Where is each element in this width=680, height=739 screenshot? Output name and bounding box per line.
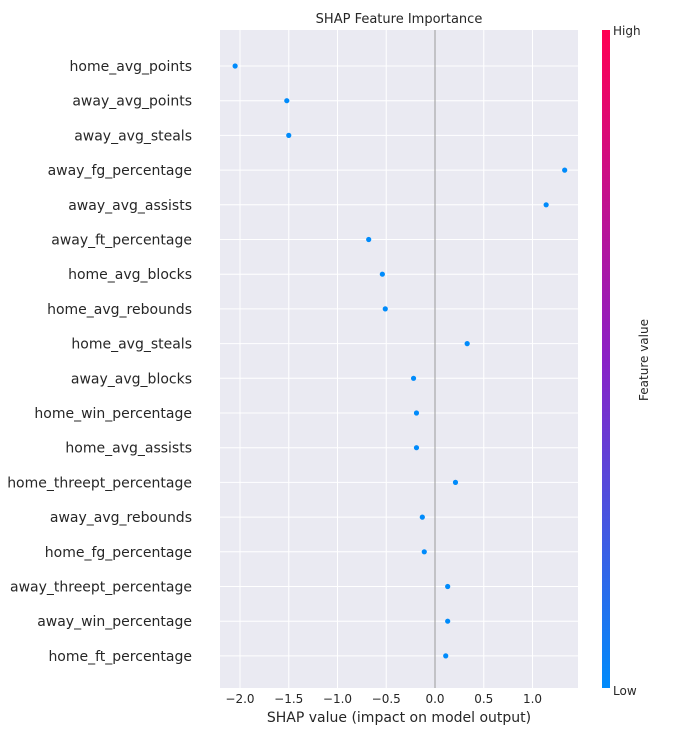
shap-point (366, 236, 372, 243)
feature-label: away_avg_assists (68, 198, 192, 214)
feature-label: away_threept_percentage (10, 580, 192, 596)
feature-label: home_avg_assists (65, 441, 192, 457)
shap-point (543, 202, 549, 208)
feature-label: away_fg_percentage (48, 163, 192, 179)
x-axis-title: SHAP value (impact on model output) (267, 710, 531, 726)
plot-area (220, 30, 578, 688)
shap-point (445, 583, 451, 590)
feature-label: home_avg_steals (71, 337, 192, 353)
feature-label: home_avg_rebounds (47, 302, 192, 318)
shap-point (284, 98, 290, 104)
feature-label: away_avg_rebounds (50, 510, 192, 526)
feature-label: home_avg_points (70, 59, 192, 75)
feature-label: away_avg_points (72, 94, 192, 110)
shap-point (410, 375, 417, 381)
feature-label: home_avg_blocks (68, 267, 192, 283)
shap-point (421, 549, 427, 555)
shap-point (413, 410, 420, 416)
x-tick-label: −1.5 (274, 692, 303, 706)
shap-point (464, 341, 470, 347)
feature-label: home_win_percentage (34, 406, 192, 422)
colorbar-low-label: Low (613, 684, 637, 698)
feature-label: home_fg_percentage (45, 545, 192, 561)
x-tick-label: −2.0 (225, 692, 254, 706)
feature-labels: home_avg_points away_avg_points away_avg_s… (7, 59, 192, 665)
feature-label: home_ft_percentage (48, 649, 192, 665)
shap-point (379, 271, 385, 277)
x-tick-labels: −2.0 −1.5 −1.0 −0.5 0.0 0.5 1.0 (225, 692, 542, 706)
colorbar-high-label: High (613, 24, 641, 38)
shap-point (419, 514, 425, 520)
shap-point (413, 445, 420, 451)
shap-point (286, 132, 292, 138)
shap-point (445, 618, 451, 624)
shap-point (452, 479, 459, 485)
x-tick-label: 0.5 (474, 692, 493, 706)
feature-label: home_threept_percentage (7, 475, 192, 491)
x-tick-label: 1.0 (523, 692, 542, 706)
x-tick-label: 0.0 (425, 692, 444, 706)
feature-label: away_ft_percentage (51, 233, 192, 249)
x-tick-label: −0.5 (372, 692, 401, 706)
colorbar-title: Feature value (637, 319, 651, 401)
x-tick-label: −1.0 (323, 692, 352, 706)
chart-title: SHAP Feature Importance (316, 12, 483, 27)
shap-points (232, 63, 568, 659)
colorbar (602, 30, 610, 688)
feature-label: away_avg_steals (74, 128, 192, 144)
grid-lines (220, 30, 578, 688)
shap-point (562, 167, 568, 173)
shap-point (443, 653, 449, 659)
feature-label: away_avg_blocks (71, 371, 192, 387)
feature-label: away_win_percentage (37, 614, 192, 630)
shap-point (382, 306, 388, 312)
shap-point (232, 63, 238, 69)
